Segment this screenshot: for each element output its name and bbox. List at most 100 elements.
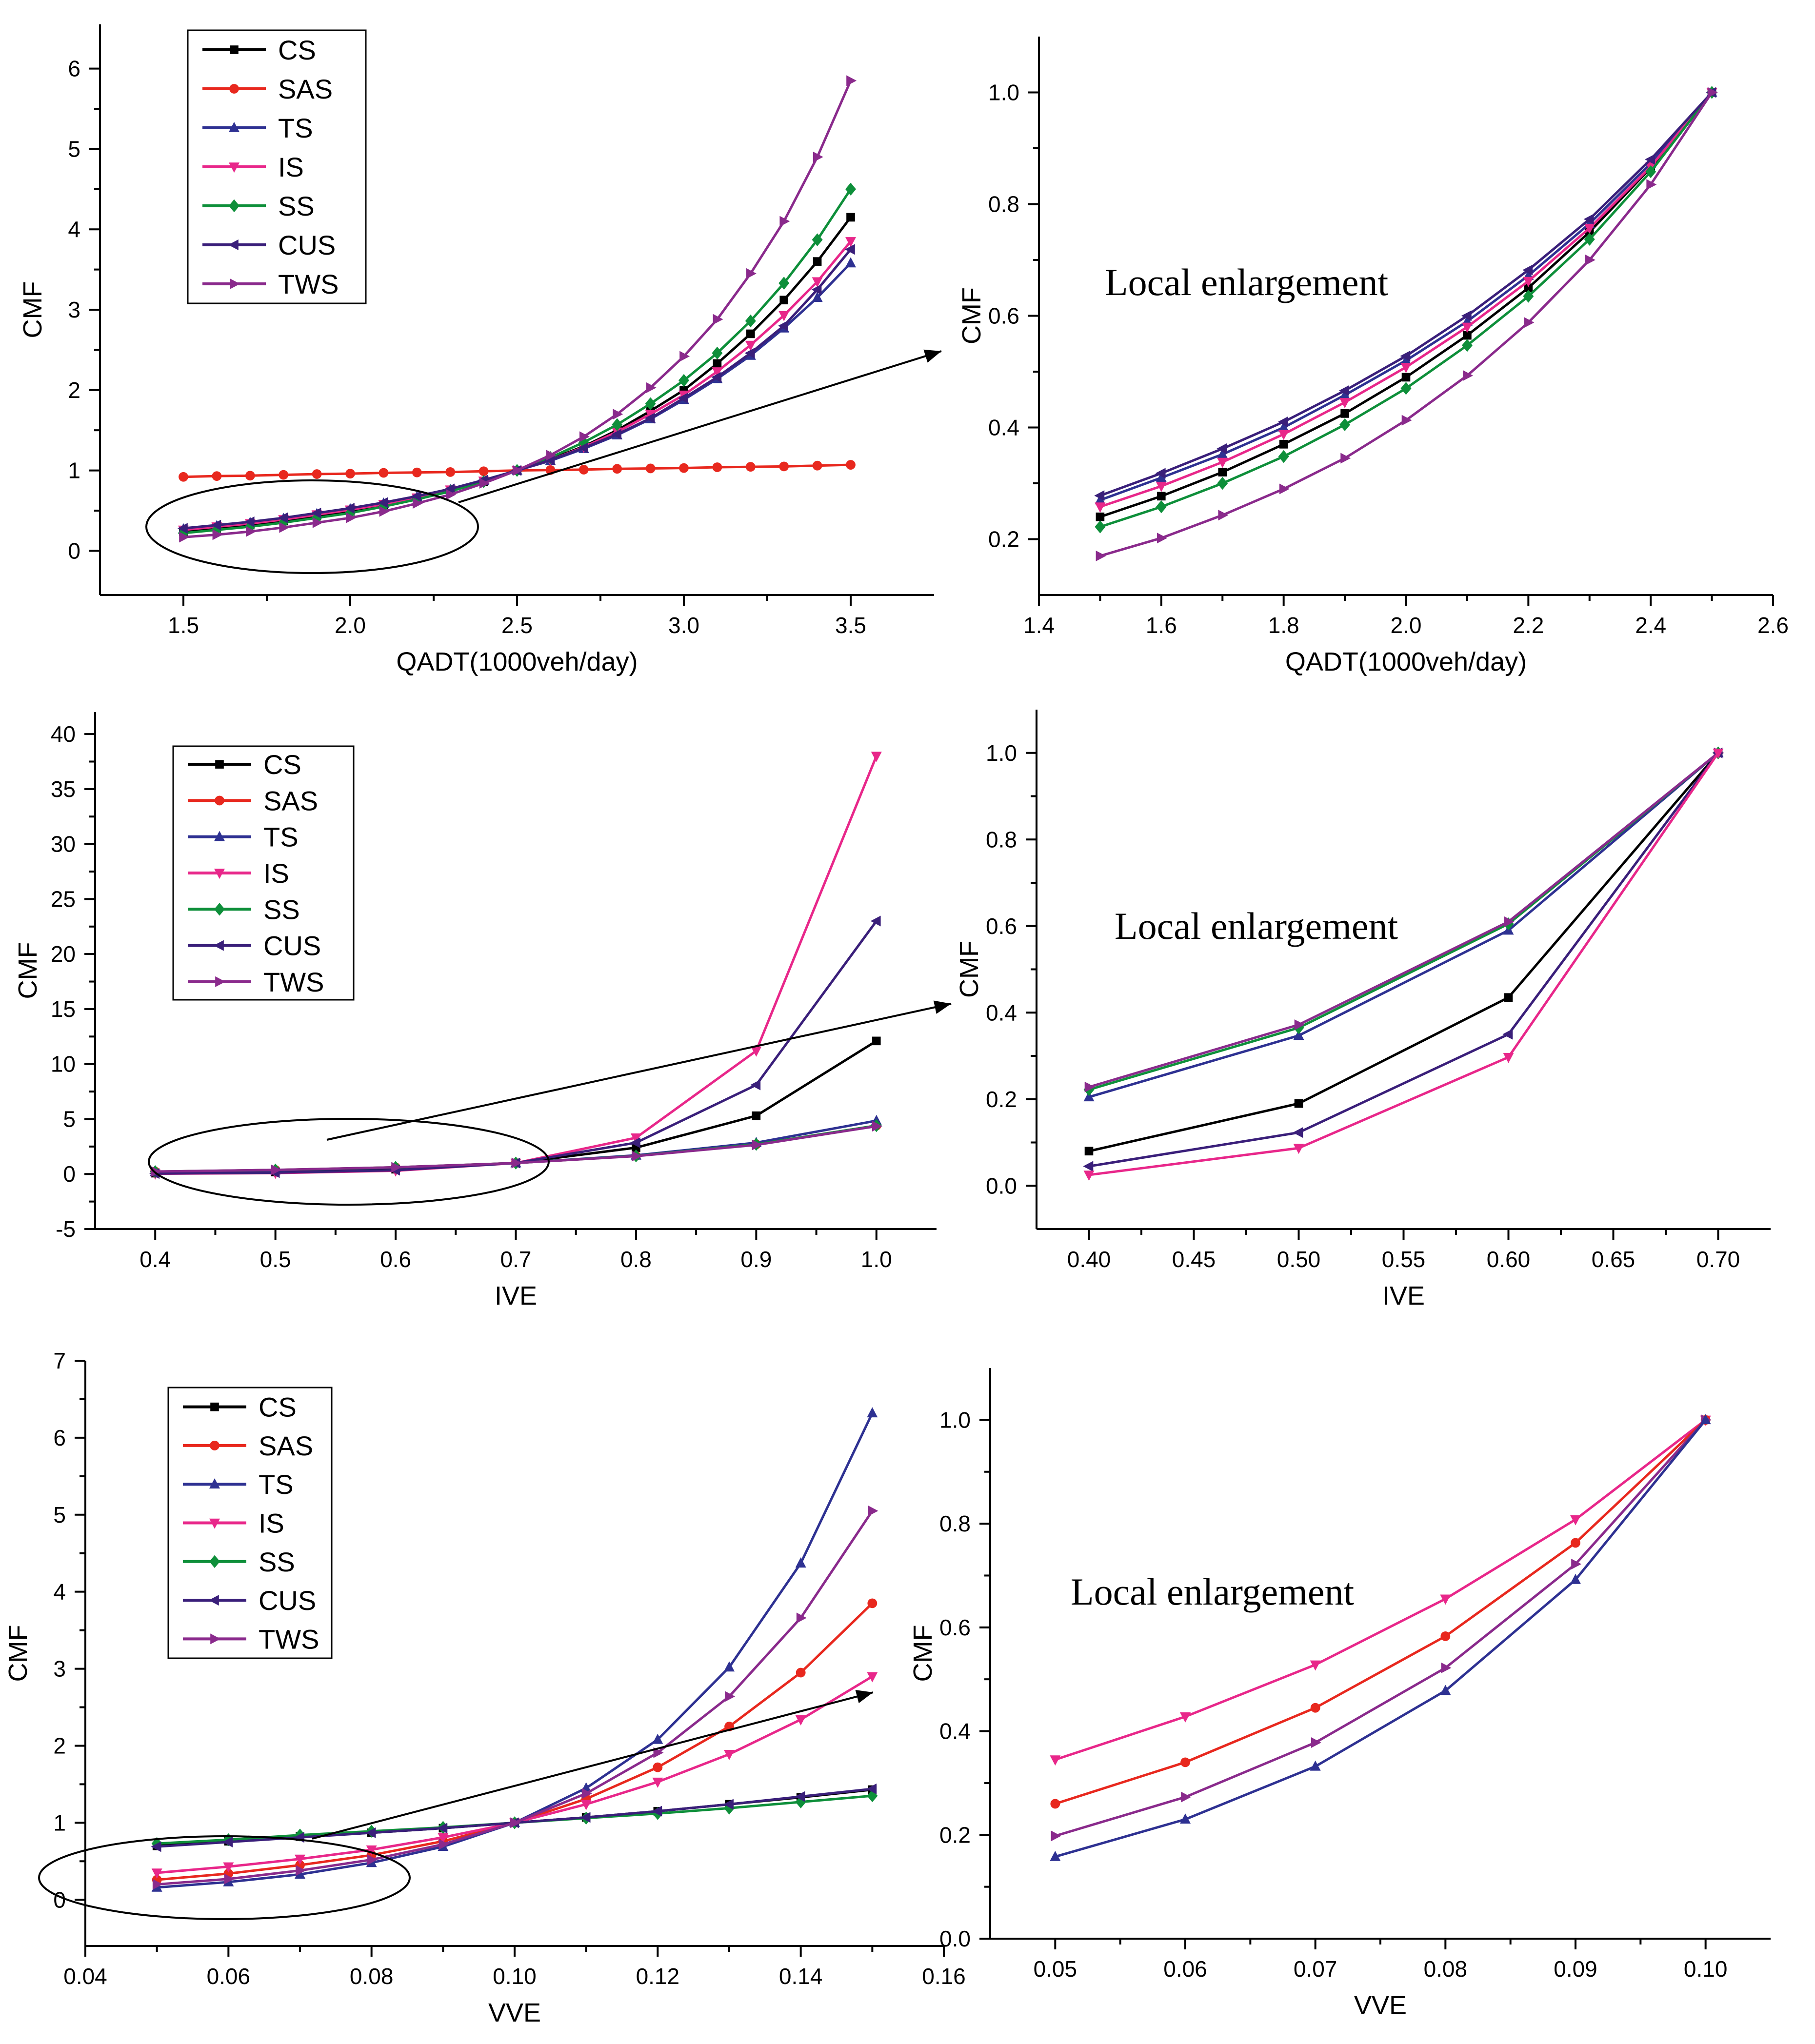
legend-label-TS: TS xyxy=(263,822,299,853)
data-point-CS xyxy=(1463,331,1472,340)
data-point-IS xyxy=(630,1133,641,1144)
y-tick-label: 1.0 xyxy=(986,740,1017,766)
series-line-IS xyxy=(1055,1419,1707,1761)
data-point-TWS xyxy=(581,1788,592,1799)
legend-label-TWS: TWS xyxy=(278,269,339,299)
y-tick-label: 0 xyxy=(53,1887,66,1912)
data-point-IS xyxy=(1503,1052,1514,1063)
y-tick-label: 7 xyxy=(53,1348,66,1373)
data-point-CUS xyxy=(1293,1127,1303,1138)
data-point-SAS xyxy=(1440,1631,1451,1641)
series-line-TWS xyxy=(1088,752,1719,1089)
data-point-TS xyxy=(1217,448,1228,459)
x-tick-label: 2.4 xyxy=(1635,613,1666,638)
y-axis-title: CMF xyxy=(13,942,42,999)
data-point-TWS xyxy=(1279,483,1290,495)
data-point-TWS xyxy=(813,151,823,162)
data-point-CUS xyxy=(711,372,722,383)
y-axis-title: CMF xyxy=(955,941,984,998)
data-point-TS xyxy=(1180,1813,1191,1824)
y-tick-label: 0.4 xyxy=(986,1000,1017,1025)
data-point-SS xyxy=(411,493,422,506)
data-point-TWS xyxy=(479,477,490,489)
data-point-IS xyxy=(1083,1171,1095,1181)
data-point-IS xyxy=(580,1800,592,1810)
data-point-CUS xyxy=(1094,490,1105,501)
data-point-CS xyxy=(1218,468,1227,476)
data-point-SAS xyxy=(779,461,789,472)
x-tick-label: 2.5 xyxy=(501,613,533,638)
data-point-TS xyxy=(1310,1760,1321,1771)
data-point-SS xyxy=(712,346,723,360)
x-tick-label: 0.06 xyxy=(1163,1956,1207,1982)
data-point-TS xyxy=(652,1733,663,1744)
legend-marker-IS xyxy=(229,162,239,173)
zoom-region-ellipse xyxy=(38,1835,411,1920)
x-axis-title: VVE xyxy=(488,1998,541,2027)
data-point-CUS xyxy=(1522,264,1533,276)
x-tick-label: 0.5 xyxy=(260,1247,291,1272)
data-point-CUS xyxy=(744,347,755,358)
x-tick-label: 0.4 xyxy=(140,1247,171,1272)
data-point-CUS xyxy=(644,413,655,424)
data-point-SAS xyxy=(645,463,656,474)
x-tick-label: 0.14 xyxy=(779,1964,823,1989)
data-point-TWS xyxy=(379,506,390,517)
data-point-TWS xyxy=(312,517,323,528)
series-TWS xyxy=(1096,87,1718,561)
data-point-CUS xyxy=(652,1806,662,1817)
data-point-TS xyxy=(1095,494,1106,505)
data-point-IS xyxy=(751,1046,762,1057)
series-TWS xyxy=(151,1121,882,1177)
data-point-IS xyxy=(1293,1144,1304,1154)
series-line-CUS xyxy=(1089,752,1719,1168)
data-point-CUS xyxy=(311,507,321,518)
x-tick-label: 2.6 xyxy=(1757,613,1789,638)
data-point-CUS xyxy=(578,442,588,454)
x-tick-label: 0.6 xyxy=(380,1247,411,1272)
data-point-IS xyxy=(1713,748,1724,759)
legend-marker-SS xyxy=(209,1555,220,1568)
data-point-IS xyxy=(712,367,723,377)
data-point-CS xyxy=(1340,409,1349,418)
legend-label-TS: TS xyxy=(259,1469,294,1500)
y-tick-label: 3 xyxy=(53,1656,66,1682)
data-point-CS xyxy=(1504,993,1513,1002)
data-point-TWS xyxy=(367,1854,378,1865)
data-point-SS xyxy=(1584,233,1595,246)
data-point-CS xyxy=(1524,283,1533,293)
data-point-TWS xyxy=(152,1879,163,1890)
legend-label-CUS: CUS xyxy=(259,1585,316,1616)
data-point-CS xyxy=(752,1111,761,1120)
zoom-arrow-head xyxy=(933,1000,951,1014)
zoom-region-ellipse xyxy=(145,479,479,574)
data-point-TWS xyxy=(279,522,290,533)
data-point-CUS xyxy=(1277,417,1288,428)
data-point-SS xyxy=(1278,450,1289,463)
data-point-TWS xyxy=(1571,1559,1582,1570)
data-point-TWS xyxy=(725,1691,736,1702)
zoom-arrow xyxy=(312,1691,874,1840)
series-line-CS xyxy=(1088,752,1719,1152)
x-axis-title: IVE xyxy=(1382,1281,1425,1310)
y-tick-label: 1 xyxy=(68,458,80,483)
data-point-CUS xyxy=(411,491,421,502)
data-point-TWS xyxy=(646,382,657,393)
data-point-SS xyxy=(1400,382,1412,395)
series-line-CS xyxy=(155,1040,878,1174)
data-point-SAS xyxy=(812,460,822,471)
data-point-IS xyxy=(1400,363,1412,373)
y-tick-label: 0.6 xyxy=(986,913,1017,939)
legend-label-CUS: CUS xyxy=(263,931,321,961)
legend-marker-SAS xyxy=(229,84,239,94)
data-point-CUS xyxy=(444,483,455,495)
data-point-TWS xyxy=(679,351,690,362)
y-tick-label: 20 xyxy=(51,941,76,967)
y-axis-title: CMF xyxy=(3,1625,33,1682)
y-tick-label: 0.4 xyxy=(988,415,1019,440)
data-point-CUS xyxy=(378,497,388,508)
y-tick-label: 2 xyxy=(53,1733,66,1758)
data-point-TWS xyxy=(513,465,523,476)
data-point-CUS xyxy=(344,503,355,514)
data-point-IS xyxy=(1584,223,1595,234)
